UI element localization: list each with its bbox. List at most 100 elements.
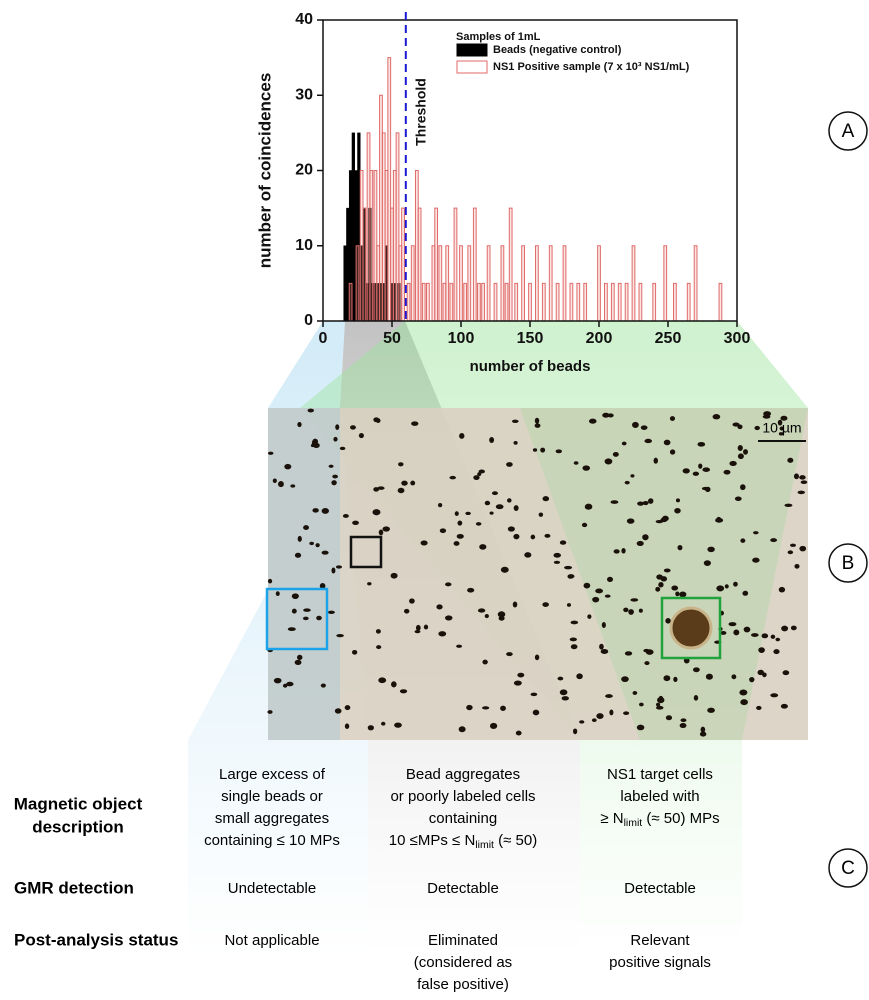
bead-dot (322, 508, 329, 514)
x-tick-label: 250 (655, 330, 682, 347)
bar (349, 283, 352, 321)
bead-dot (740, 699, 748, 705)
bead-dot (791, 626, 797, 631)
bar (505, 283, 508, 321)
bead-dot (725, 584, 729, 588)
legend-title: Samples of 1mL (456, 31, 541, 43)
table-text: NS1 target cells (607, 766, 713, 783)
bead-dot (381, 722, 385, 726)
bead-dot (562, 696, 569, 700)
bead-dot (352, 650, 357, 655)
x-tick-label: 0 (319, 330, 328, 347)
bar (468, 246, 471, 321)
bar (435, 208, 438, 321)
bead-dot (531, 535, 536, 540)
bead-dot (673, 677, 677, 682)
bead-dot (605, 694, 613, 698)
bead-dot (790, 544, 796, 547)
bead-dot (514, 680, 522, 685)
bead-dot (707, 708, 715, 713)
bar (611, 283, 614, 321)
bar (639, 283, 642, 321)
bar (549, 246, 552, 321)
bead-dot (799, 546, 806, 552)
bead-dot (740, 484, 745, 490)
bead-dot (278, 481, 284, 487)
bead-dot (801, 480, 808, 484)
bead-dot (605, 458, 613, 464)
y-tick-label: 10 (295, 237, 313, 254)
bead-dot (643, 649, 649, 653)
bead-dot (656, 520, 663, 523)
bead-dot (436, 604, 442, 609)
bead-dot (589, 419, 597, 424)
bead-dot (544, 534, 550, 538)
y-tick-label: 40 (295, 11, 313, 28)
bead-dot (582, 523, 587, 527)
bead-dot (394, 722, 402, 727)
panel-label: A (842, 121, 855, 142)
bead-dot (625, 651, 632, 655)
bead-dot (670, 449, 675, 454)
table-text: containing ≤ 10 MPs (204, 832, 340, 849)
bead-dot (627, 518, 635, 523)
bead-dot (514, 505, 519, 511)
bead-dot (621, 676, 629, 682)
bead-dot (608, 413, 614, 417)
bar (402, 208, 405, 321)
bar (563, 246, 566, 321)
bar (674, 283, 677, 321)
bead-dot (539, 512, 543, 516)
bead-dot (513, 534, 519, 539)
bead-dot (773, 649, 779, 654)
bead-dot (404, 609, 409, 614)
bead-dot (482, 706, 489, 709)
table-text: ≥ Nlimit (≈ 50) MPs (600, 810, 719, 829)
bead-dot (295, 553, 301, 558)
panel-label: B (842, 553, 855, 574)
bead-dot (558, 677, 564, 681)
bead-dot (400, 689, 407, 693)
bead-dot (524, 552, 531, 557)
bead-dot (513, 601, 518, 607)
bead-dot (517, 673, 524, 678)
bead-dot (336, 634, 344, 637)
bead-dot (295, 660, 302, 665)
bead-dot (560, 540, 566, 544)
bead-dot (490, 512, 494, 515)
bead-dot (445, 615, 452, 620)
bead-dot (409, 598, 415, 603)
bead-dot (579, 720, 584, 723)
bead-dot (372, 509, 380, 515)
x-tick-label: 150 (517, 330, 544, 347)
bead-dot (679, 592, 686, 598)
bead-dot (662, 516, 669, 521)
bead-dot (743, 449, 748, 455)
bar (344, 246, 347, 321)
bead-dot (704, 560, 711, 566)
bead-dot (633, 691, 638, 695)
bead-dot (335, 424, 339, 430)
bead-dot (473, 475, 479, 480)
bead-dot (757, 670, 764, 675)
bead-dot (707, 547, 714, 553)
bead-dot (438, 503, 442, 507)
legend-label: Beads (negative control) (493, 44, 622, 56)
bead-dot (729, 622, 737, 626)
bead-dot (693, 472, 699, 476)
bead-dot (507, 498, 512, 502)
bead-dot (733, 630, 739, 636)
text-part: (≈ 50) (494, 832, 537, 849)
bead-dot (592, 597, 599, 603)
bead-dot (754, 426, 759, 430)
bead-dot (735, 497, 742, 502)
bead-dot (391, 681, 397, 687)
bar (522, 246, 525, 321)
table-text: positive signals (609, 954, 711, 971)
bead-dot (794, 473, 799, 479)
bead-dot (623, 711, 629, 715)
bead-dot (292, 593, 299, 599)
bead-dot (445, 582, 451, 586)
bead-dot (656, 703, 660, 707)
bead-dot (771, 635, 776, 639)
